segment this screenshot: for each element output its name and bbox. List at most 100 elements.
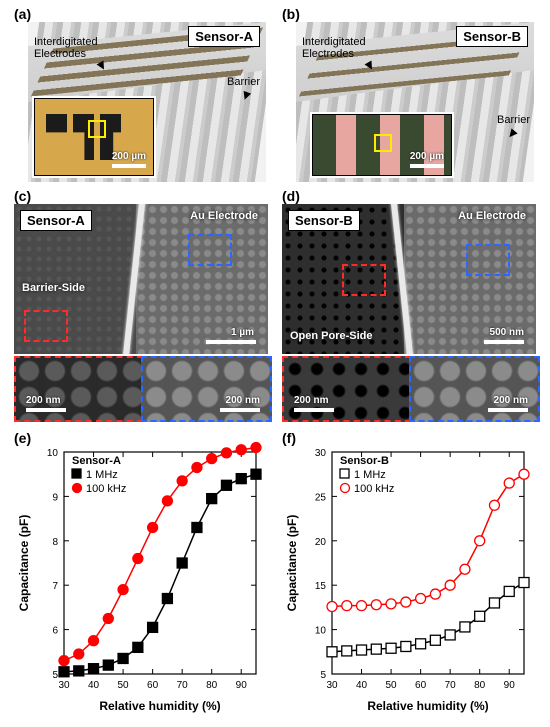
data-marker [445,630,455,640]
data-marker [177,558,187,568]
roi-rect-red [342,264,386,296]
y-tick-label: 9 [52,492,58,503]
data-marker [342,646,352,656]
data-marker [133,554,143,564]
x-tick-label: 50 [118,680,130,691]
roi-rect-blue [188,234,232,266]
sem-title-c: Sensor-A [20,210,92,231]
data-marker [327,602,337,612]
data-marker [430,589,440,599]
x-tick-label: 60 [147,680,159,691]
roi-rect-red [24,310,68,342]
panel-tag-b: (b) [282,6,300,22]
panel-tag-f: (f) [282,430,296,446]
data-marker [386,599,396,609]
x-tick-label: 30 [58,680,70,691]
data-marker [519,578,529,588]
legend-label: 100 kHz [86,483,126,495]
sem-sub-red-d: 200 nm [282,356,411,422]
data-marker [416,639,426,649]
sem-sub-blue-d: 200 nm [409,356,540,422]
data-marker [401,597,411,607]
scalebar-label: 200 µm [410,151,444,162]
data-marker [371,600,381,610]
legend-marker [341,484,350,493]
scalebar [488,408,528,412]
data-marker [475,611,485,621]
data-marker [251,443,261,453]
title-badge-a: Sensor-A [188,26,260,47]
data-marker [103,614,113,624]
data-marker [59,667,69,677]
data-marker [489,500,499,510]
y-tick-label: 10 [315,626,327,637]
chart-e: 304050607080905678910Relative humidity (… [14,440,268,718]
data-marker [118,653,128,663]
data-marker [221,480,231,490]
chart-f: 3040506070809051015202530Relative humidi… [282,440,536,718]
scalebar-label: 1 µm [231,327,254,338]
electrodes-label: InterdigitatedElectrodes [302,36,366,60]
data-marker [460,622,470,632]
legend-marker [73,484,82,493]
scalebar-label: 200 nm [494,395,528,406]
data-marker [133,642,143,652]
y-tick-label: 30 [315,448,327,459]
legend-label: 100 kHz [354,483,394,495]
optical-inset-a: 200 µm [32,96,156,178]
y-tick-label: 25 [315,492,327,503]
sem-sub-red-c: 200 nm [14,356,143,422]
scalebar-label: 200 nm [294,395,328,406]
data-marker [416,594,426,604]
x-tick-label: 90 [504,680,516,691]
barrier-label-b: Barrier [497,114,530,126]
y-tick-label: 10 [47,448,59,459]
y-tick-label: 8 [52,537,58,548]
data-marker [59,656,69,666]
data-marker [236,474,246,484]
title-badge-b: Sensor-B [456,26,528,47]
scalebar [484,340,524,344]
sem-pore-label-d: Open Pore-Side [290,330,373,342]
panel-tag-c: (c) [14,188,31,204]
data-marker [251,469,261,479]
data-marker [207,454,217,464]
data-marker [148,622,158,632]
yellow-roi-box [374,134,392,152]
x-axis-label: Relative humidity (%) [367,699,488,713]
data-marker [207,494,217,504]
x-tick-label: 80 [206,680,218,691]
data-marker [519,469,529,479]
chart-title: Sensor-B [340,455,389,467]
yellow-roi-box [88,120,106,138]
y-tick-label: 5 [320,670,326,681]
legend-marker [72,469,81,478]
y-axis-label: Capacitance (pF) [285,515,299,612]
x-tick-label: 40 [356,680,368,691]
sem-au-label-c: Au Electrode [190,210,258,222]
data-marker [89,636,99,646]
sem-title-d: Sensor-B [288,210,360,231]
x-tick-label: 60 [415,680,427,691]
data-marker [386,643,396,653]
x-tick-label: 50 [386,680,398,691]
scalebar [112,164,146,168]
data-marker [103,660,113,670]
x-axis-label: Relative humidity (%) [99,699,220,713]
data-marker [192,463,202,473]
x-tick-label: 90 [236,680,248,691]
scalebar-label: 500 nm [490,327,524,338]
y-tick-label: 6 [52,626,58,637]
panel-tag-a: (a) [14,6,31,22]
data-marker [504,478,514,488]
data-marker [177,476,187,486]
scalebar [410,164,444,168]
y-axis-label: Capacitance (pF) [17,515,31,612]
y-tick-label: 7 [52,581,58,592]
sem-au-label-d: Au Electrode [458,210,526,222]
legend-marker [340,469,349,478]
x-tick-label: 70 [177,680,189,691]
sem-c: Sensor-A Au Electrode Barrier-Side 1 µm [14,204,268,354]
data-marker [327,647,337,657]
roi-rect-blue [466,244,510,276]
